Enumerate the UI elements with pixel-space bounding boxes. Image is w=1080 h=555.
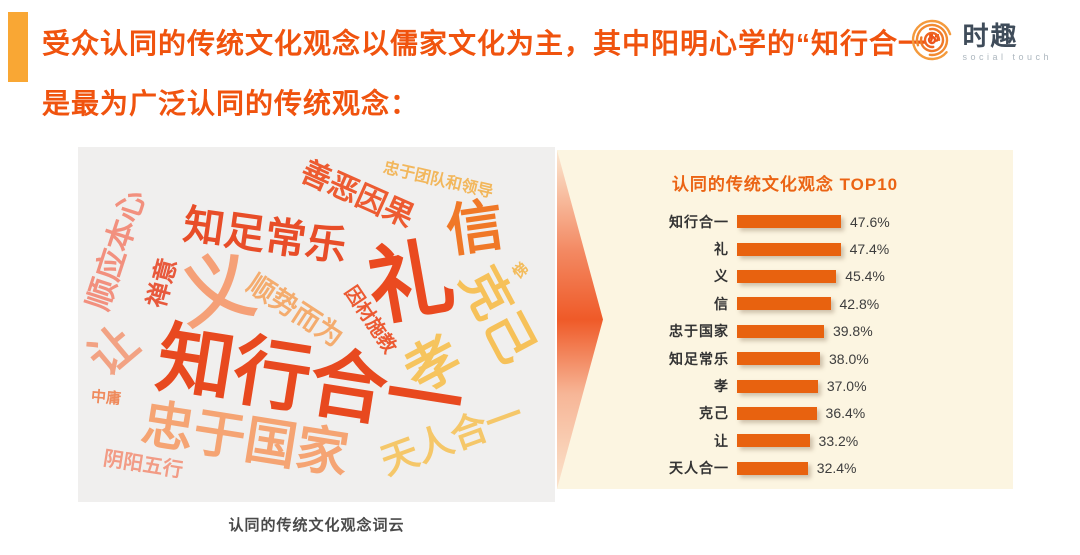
bar [737,461,808,475]
wordcloud-canvas: 顺应本心 禅意 知足常乐 善恶因果 忠于团队和领导信礼克己悌因材施教义顺势而为让知行合一… [78,147,555,502]
bar-category-label: 克己 [699,405,729,422]
bar-category-label: 义 [714,268,729,285]
bar [737,215,841,229]
bar [737,297,831,311]
bar [737,379,818,393]
bar-value-label: 45.4% [845,268,885,285]
title-accent-bar [8,12,28,82]
page-title-line2: 是最为广泛认同的传统观念： [42,88,420,119]
bar-row: 让 33.2% [557,427,1013,454]
bar-value-label: 47.6% [850,213,890,230]
bar [737,352,821,366]
bar [737,434,810,448]
bar-row: 信 42.8% [557,290,1013,317]
cloud-word: 信 [442,192,508,265]
bar-row: 孝 37.0% [557,372,1013,399]
bar-row: 克己 36.4% [557,400,1013,427]
bar-rows: 知行合一 47.6% 礼 47.4% 义 45.4% 信 42.8% 忠于国家 39.8% 知足常乐… [557,208,1013,482]
spiral-icon [910,18,954,67]
page-title-line1: 受众认同的传统文化观念以儒家文化为主，其中阳明心学的“知行合一” [42,28,943,59]
cloud-word: 让 [78,314,149,386]
bar-row: 天人合一 32.4% [557,455,1013,482]
bar [737,324,824,338]
bar-row: 知足常乐 38.0% [557,345,1013,372]
brand-logo: 时趣 social touch [910,18,1052,67]
bar-value-label: 33.2% [818,432,859,449]
bar-value-label: 37.0% [826,378,867,395]
bar-value-label: 47.4% [849,241,890,258]
bar-category-label: 让 [714,432,729,449]
logo-brand-name: 时趣 [962,21,1019,51]
bar [737,269,837,283]
cloud-word: 顺应本心 [80,185,152,315]
bar-row: 知行合一 47.6% [557,208,1013,235]
bar-value-label: 39.8% [832,323,873,340]
bar-value-label: 32.4% [816,460,857,477]
chart-title: 认同的传统文化观念 TOP10 [671,175,899,194]
logo-sub-name: social touch [962,52,1052,62]
logo-text: 时趣 social touch [962,23,1052,62]
wordcloud-caption: 认同的传统文化观念词云 [228,517,405,534]
bar-category-label: 天人合一 [669,460,729,477]
bar-value-label: 42.8% [839,295,880,312]
bar-category-label: 孝 [714,378,729,395]
wordcloud-panel: 顺应本心 禅意 知足常乐 善恶因果 忠于团队和领导信礼克己悌因材施教义顺势而为让知行合一… [78,147,555,502]
bar-value-label: 38.0% [829,350,869,367]
bar-category-label: 知足常乐 [669,350,729,367]
cloud-word: 克己 [449,257,547,373]
bar [737,406,817,420]
bar-category-label: 忠于国家 [669,323,729,340]
top10-chart-panel: 认同的传统文化观念 TOP10 知行合一 47.6% 礼 47.4% 义 45.4% 信 42… [557,150,1013,489]
bar-row: 义 45.4% [557,263,1013,290]
bar-value-label: 36.4% [825,405,866,422]
bar-category-label: 信 [714,295,729,312]
cloud-word: 中庸 [90,388,122,408]
bar [737,242,841,256]
cloud-word: 悌 [509,259,533,283]
bar-category-label: 知行合一 [669,213,729,230]
bar-category-label: 礼 [714,241,729,258]
bar-row: 礼 47.4% [557,235,1013,262]
bar-row: 忠于国家 39.8% [557,318,1013,345]
